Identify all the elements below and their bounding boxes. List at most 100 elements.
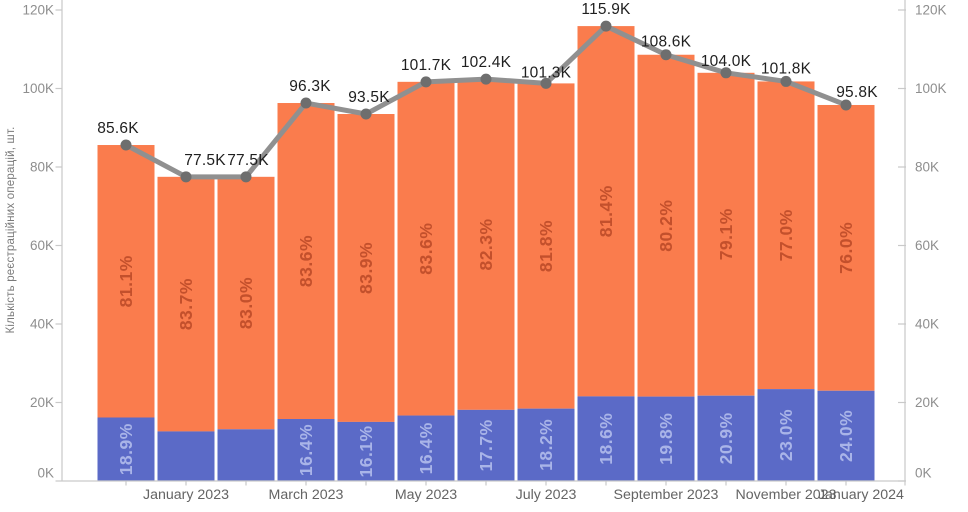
primary-pct-label: 80.2% bbox=[656, 200, 676, 252]
y-tick-label-right: 20K bbox=[915, 395, 939, 410]
total-value-label: 95.8K bbox=[836, 84, 878, 101]
total-value-label: 102.4K bbox=[461, 54, 512, 71]
total-value-label: 77.5K bbox=[227, 152, 269, 169]
bar-primary-segment bbox=[277, 103, 335, 420]
total-value-label: 108.6K bbox=[641, 34, 692, 51]
secondary-pct-label: 19.8% bbox=[656, 413, 676, 465]
x-axis-label: January 2024 bbox=[818, 487, 904, 503]
bar-primary-segment bbox=[697, 72, 755, 396]
y-tick-label-left: 20K bbox=[30, 395, 54, 410]
bar-secondary-segment bbox=[577, 396, 635, 481]
total-line-point bbox=[120, 139, 132, 151]
y-tick-label-right: 40K bbox=[915, 317, 939, 332]
total-line-point bbox=[600, 20, 612, 32]
bar-secondary-segment bbox=[217, 429, 275, 481]
bar-primary-segment bbox=[217, 176, 275, 430]
primary-pct-label: 77.0% bbox=[776, 209, 796, 261]
bar-primary-segment bbox=[457, 79, 515, 410]
primary-pct-label: 81.1% bbox=[116, 255, 136, 307]
primary-pct-label: 76.0% bbox=[836, 222, 856, 274]
bar-primary-segment bbox=[757, 81, 815, 390]
y-tick-label-left: 100K bbox=[22, 81, 54, 96]
total-value-label: 101.7K bbox=[401, 57, 452, 74]
x-axis-label: September 2023 bbox=[614, 487, 719, 503]
secondary-pct-label: 18.6% bbox=[596, 413, 616, 465]
total-value-label: 101.8K bbox=[761, 60, 812, 77]
total-line-point bbox=[840, 99, 852, 111]
primary-pct-label: 81.8% bbox=[536, 220, 556, 272]
bar-secondary-segment bbox=[397, 415, 455, 481]
bar-primary-segment bbox=[97, 145, 155, 418]
bar-primary-segment bbox=[637, 54, 695, 397]
y-tick-label-right: 100K bbox=[915, 81, 947, 96]
y-tick-label-right: 0K bbox=[915, 466, 932, 481]
total-value-label: 104.0K bbox=[701, 53, 752, 70]
bar-secondary-segment bbox=[757, 389, 815, 481]
bar-secondary-segment bbox=[637, 396, 695, 481]
primary-pct-label: 83.6% bbox=[416, 223, 436, 275]
total-line-point bbox=[660, 49, 672, 61]
y-tick-label-right: 80K bbox=[915, 160, 939, 175]
y-axis-title: Кількість реєстраційних операцій, шт. bbox=[5, 126, 17, 333]
secondary-pct-label: 18.9% bbox=[116, 423, 136, 475]
x-axis-label: November 2023 bbox=[736, 487, 837, 503]
bar-primary-segment bbox=[157, 176, 215, 432]
y-tick-label-left: 0K bbox=[37, 466, 54, 481]
bar-secondary-segment bbox=[817, 390, 875, 481]
primary-pct-label: 82.3% bbox=[476, 218, 496, 270]
x-axis-label: May 2023 bbox=[395, 487, 457, 503]
bar-secondary-segment bbox=[277, 419, 335, 481]
secondary-pct-label: 24.0% bbox=[836, 410, 856, 462]
total-line-point bbox=[780, 75, 792, 87]
x-axis-label: January 2023 bbox=[143, 487, 229, 503]
bar-secondary-segment bbox=[97, 417, 155, 481]
y-tick-label-right: 60K bbox=[915, 238, 939, 253]
bar-primary-segment bbox=[817, 104, 875, 391]
total-line-point bbox=[240, 171, 252, 183]
bar-primary-segment bbox=[577, 26, 635, 397]
x-axis-label: July 2023 bbox=[516, 487, 577, 503]
bar-secondary-segment bbox=[697, 395, 755, 481]
total-value-label: 77.5K bbox=[184, 152, 226, 169]
total-line-point bbox=[300, 97, 312, 109]
y-tick-label-left: 120K bbox=[22, 3, 54, 18]
primary-pct-label: 83.6% bbox=[296, 235, 316, 287]
total-value-label: 101.3K bbox=[521, 64, 572, 81]
primary-pct-label: 83.7% bbox=[176, 278, 196, 330]
bar-secondary-segment bbox=[517, 408, 575, 481]
secondary-pct-label: 23.0% bbox=[776, 409, 796, 461]
bar-primary-segment bbox=[397, 81, 455, 416]
x-axis-label: March 2023 bbox=[269, 487, 344, 503]
total-line-point bbox=[180, 171, 192, 183]
y-tick-label-left: 60K bbox=[30, 238, 54, 253]
bar-secondary-segment bbox=[337, 421, 395, 481]
primary-pct-label: 83.0% bbox=[236, 277, 256, 329]
secondary-pct-label: 20.9% bbox=[716, 412, 736, 464]
bar-primary-segment bbox=[337, 114, 395, 422]
secondary-pct-label: 16.1% bbox=[356, 425, 376, 477]
total-value-label: 93.5K bbox=[348, 89, 390, 106]
total-line-point bbox=[720, 67, 732, 79]
secondary-pct-label: 18.2% bbox=[536, 419, 556, 471]
secondary-pct-label: 17.7% bbox=[476, 419, 496, 471]
primary-pct-label: 81.4% bbox=[596, 185, 616, 237]
total-value-label: 96.3K bbox=[289, 78, 331, 95]
total-line-point bbox=[420, 76, 432, 88]
y-tick-label-right: 120K bbox=[915, 3, 947, 18]
y-tick-label-left: 40K bbox=[30, 317, 54, 332]
bar-secondary-segment bbox=[157, 431, 215, 481]
y-tick-label-left: 80K bbox=[30, 160, 54, 175]
bar-primary-segment bbox=[517, 83, 575, 409]
total-line-point bbox=[360, 108, 372, 120]
primary-pct-label: 83.9% bbox=[356, 242, 376, 294]
total-line-point bbox=[540, 77, 552, 89]
total-line-point bbox=[480, 73, 492, 85]
bar-secondary-segment bbox=[457, 409, 515, 481]
chart-plot-area: 81.1% 18.9% 83.7% 83.0% 83.6% 16.4% 83.9% 16.1%… bbox=[22, 0, 947, 503]
total-value-label: 115.9K bbox=[581, 1, 631, 18]
primary-pct-label: 79.1% bbox=[716, 208, 736, 260]
secondary-pct-label: 16.4% bbox=[416, 422, 436, 474]
total-value-label: 85.6K bbox=[97, 120, 139, 137]
